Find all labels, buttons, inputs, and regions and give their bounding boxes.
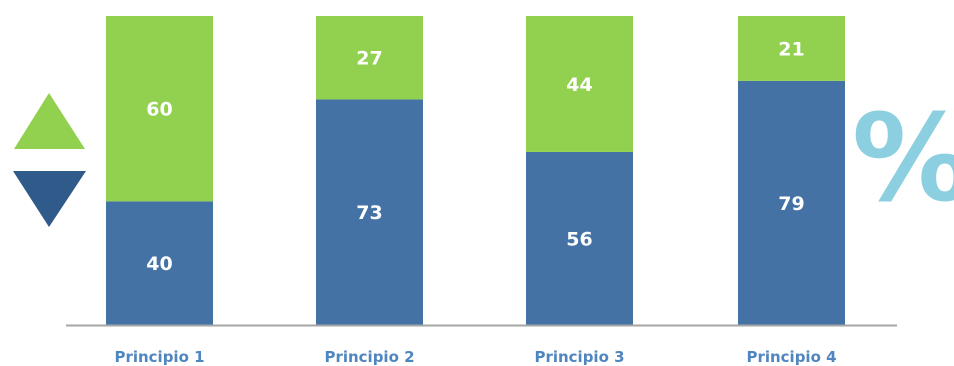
category-label-1: Principio 1: [114, 348, 204, 366]
data-label-bottom-2: 73: [356, 202, 382, 224]
percent-symbol: %: [852, 90, 954, 229]
bar-segment-top-2: [316, 16, 423, 100]
data-label-top-1: 60: [146, 99, 172, 121]
data-label-bottom-1: 40: [146, 253, 172, 275]
data-label-bottom-3: 56: [566, 228, 592, 250]
category-label-4: Principio 4: [746, 348, 836, 366]
data-label-top-4: 21: [778, 38, 804, 60]
data-label-bottom-4: 79: [778, 193, 804, 215]
chart-legend: [13, 93, 86, 227]
bar-segment-top-1: [106, 16, 213, 202]
data-label-top-3: 44: [566, 74, 592, 96]
bar-segment-bottom-2: [316, 99, 423, 326]
bar-segment-bottom-3: [526, 151, 633, 325]
category-label-3: Principio 3: [534, 348, 624, 366]
data-label-top-2: 27: [356, 48, 382, 70]
bar-segment-top-3: [526, 16, 633, 152]
category-label-2: Principio 2: [324, 348, 414, 366]
triangle-down-icon: [13, 171, 86, 227]
bar-segment-top-4: [738, 16, 845, 81]
category-labels: Principio 1 Principio 2 Principio 3 Princip…: [114, 348, 836, 366]
bars: 40 60 73 27 56 44 79 21: [106, 16, 845, 326]
bar-segment-bottom-4: [738, 80, 845, 325]
triangle-up-icon: [14, 93, 85, 149]
bar-segment-bottom-1: [106, 201, 213, 325]
